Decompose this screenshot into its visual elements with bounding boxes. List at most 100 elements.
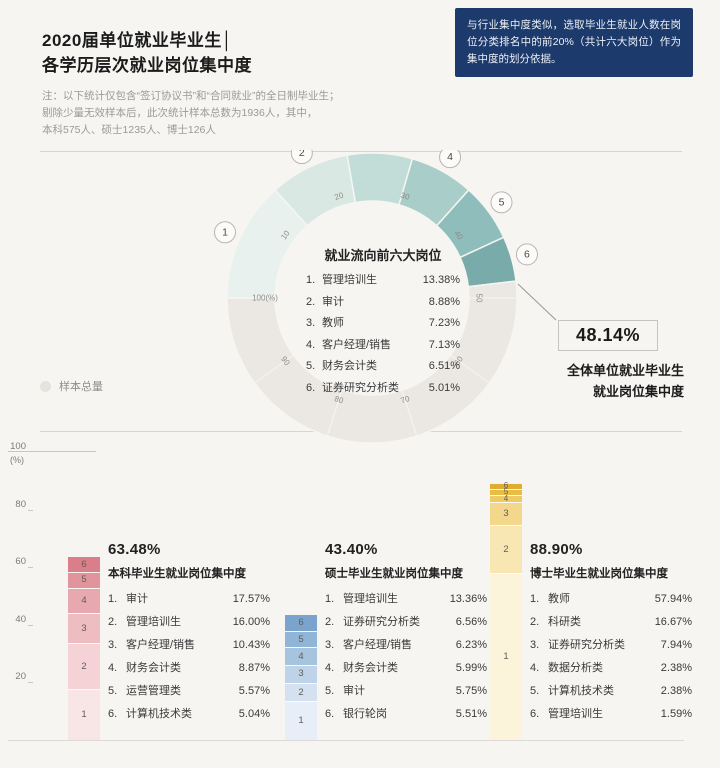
bar-segment-5: 5: [285, 630, 317, 648]
bar-segment-6: 6: [285, 615, 317, 631]
donut-rest-segment: [226, 280, 518, 444]
bar-segment-label: 6: [503, 481, 509, 491]
rank-label: 2.: [530, 616, 540, 628]
position-label: 银行轮岗: [343, 708, 387, 720]
total-concentration-value: 48.14%: [575, 325, 641, 345]
rank-label: 2.: [306, 295, 316, 308]
position-percent: 1.59%: [660, 708, 692, 720]
bar-segment-1: 1: [68, 689, 100, 740]
group-position-list: 1. 管理培训生 13.36% 2. 证券研究分析类 6.56% 3. 客户经理/销售 6.23…: [325, 593, 487, 731]
donut-rank-badge: [214, 221, 237, 244]
rank-label: 6.: [325, 708, 335, 720]
bar-segment-label: 6: [81, 558, 87, 570]
position-label: 管理培训生: [322, 274, 377, 286]
rank-label: 3.: [530, 639, 540, 651]
group-position-list: 1. 审计 17.57% 2. 管理培训生 16.00% 3. 客户经理/销售 10.43% 4.…: [108, 593, 270, 731]
donut-list-item: 2. 审计 8.88%: [306, 296, 460, 309]
rank-label: 1.: [306, 274, 316, 286]
position-percent: 5.99%: [455, 662, 487, 674]
total-caption: 全体单位就业毕业生 就业岗位集中度: [500, 360, 684, 402]
rank-label: 5.: [325, 685, 335, 697]
group-headline-percent: 88.90%: [530, 541, 583, 558]
position-list-item: 4. 财务会计类 5.99%: [325, 662, 487, 676]
rank-label: 1.: [530, 593, 540, 605]
donut-tick-line: [326, 390, 343, 437]
bar-segment-label: 4: [503, 494, 509, 504]
note-line: 本科575人、硕士1235人、博士126人: [42, 124, 216, 136]
group-title: 本科毕业生就业岗位集中度: [108, 568, 246, 580]
rank-label: 3.: [325, 639, 335, 651]
position-list-item: 4. 数据分析类 2.38%: [530, 662, 692, 676]
position-label: 客户经理/销售: [126, 639, 196, 651]
position-list-item: 4. 财务会计类 8.87%: [108, 662, 270, 676]
donut-rank-badge-label: 6: [524, 248, 530, 260]
bar-segment-6: 6: [68, 557, 100, 572]
bar-segment-label: 3: [503, 508, 509, 520]
position-label: 审计: [343, 685, 365, 697]
bar-segment-2: 2: [285, 682, 317, 702]
donut-scale-tick-label: 50: [475, 294, 484, 303]
position-percent: 2.38%: [660, 685, 692, 697]
rank-label: 5.: [108, 685, 118, 697]
position-label: 客户经理/销售: [343, 639, 413, 651]
position-label: 审计: [126, 593, 148, 605]
bar-segment-label: 5: [298, 633, 304, 645]
bar-segment-4: 4: [490, 494, 522, 504]
position-list-item: 2. 证券研究分析类 6.56%: [325, 616, 487, 630]
donut-rank-badge-label: 2: [299, 150, 305, 159]
position-percent: 7.94%: [660, 639, 692, 651]
rank-label: 6.: [306, 381, 316, 394]
bar-segment-label: 1: [298, 715, 304, 727]
sample-swatch-icon: [40, 380, 51, 392]
donut-scale-tick-label: 20: [333, 190, 345, 201]
donut-rank-badge: [515, 243, 538, 266]
note-text: 注：以下统计仅包含“签订协议书”和“合同就业”的全日制毕业生； 剔除少量无效样本…: [42, 88, 340, 139]
position-label: 管理培训生: [126, 616, 181, 628]
position-label: 管理培训生: [548, 708, 603, 720]
bar-segment-label: 3: [298, 668, 304, 680]
bar-segment-label: 2: [503, 543, 509, 555]
rank-label: 6.: [530, 708, 540, 720]
bar-segment-3: 3: [285, 664, 317, 683]
donut-scale-tick-label: 30: [399, 191, 411, 202]
position-percent: 10.43%: [232, 639, 270, 651]
group-position-list: 1. 教师 57.94% 2. 科研类 16.67% 3. 证券研究分析类 7.94% 4. 数据分…: [530, 593, 692, 731]
total-concentration-box: 48.14%: [558, 320, 658, 351]
page-title: 2020届单位就业毕业生│ 各学历层次就业岗位集中度: [42, 28, 252, 78]
note-line: 剔除少量无效样本后，此次统计样本总数为1936人，其中，: [42, 107, 318, 119]
position-label: 财务会计类: [126, 662, 181, 674]
position-list-item: 2. 科研类 16.67%: [530, 616, 692, 630]
group-title: 博士毕业生就业岗位集中度: [530, 568, 668, 580]
position-label: 教师: [322, 317, 344, 329]
rank-label: 4.: [306, 338, 316, 351]
donut-rank-badge-label: 4: [447, 151, 453, 163]
position-list-item: 6. 管理培训生 1.59%: [530, 708, 692, 722]
rank-label: 4.: [108, 662, 118, 674]
page-title-line2: 各学历层次就业岗位集中度: [42, 56, 252, 75]
position-percent: 5.01%: [428, 381, 460, 394]
donut-list-item: 6. 证券研究分析类 5.01%: [306, 382, 460, 395]
rank-label: 2.: [325, 616, 335, 628]
bar-segment-1: 1: [490, 573, 522, 740]
position-percent: 57.94%: [654, 593, 692, 605]
donut-tick-line: [254, 354, 294, 384]
position-percent: 8.87%: [238, 662, 270, 674]
donut-rank-badge-label: 1: [222, 226, 228, 238]
bar-segment-label: 2: [81, 661, 87, 673]
position-list-item: 1. 审计 17.57%: [108, 593, 270, 607]
position-label: 客户经理/销售: [322, 338, 392, 351]
bar-segment-label: 4: [298, 650, 304, 662]
donut-tick-line: [401, 390, 418, 437]
rank-label: 1.: [325, 593, 335, 605]
rank-label: 6.: [108, 708, 118, 720]
rank-label: 1.: [108, 593, 118, 605]
position-list-item: 5. 计算机技术类 2.38%: [530, 685, 692, 699]
donut-list-item: 3. 教师 7.23%: [306, 317, 460, 330]
donut-rank-badge: [290, 150, 313, 165]
position-percent: 2.38%: [660, 662, 692, 674]
position-list-item: 1. 教师 57.94%: [530, 593, 692, 607]
donut-position-list: 1. 管理培训生 13.38% 2. 审计 8.88% 3. 教师 7.23% 4. 客户经理/销售…: [306, 274, 460, 395]
bar-segment-2: 2: [490, 525, 522, 574]
bar-segment-3: 3: [490, 502, 522, 526]
